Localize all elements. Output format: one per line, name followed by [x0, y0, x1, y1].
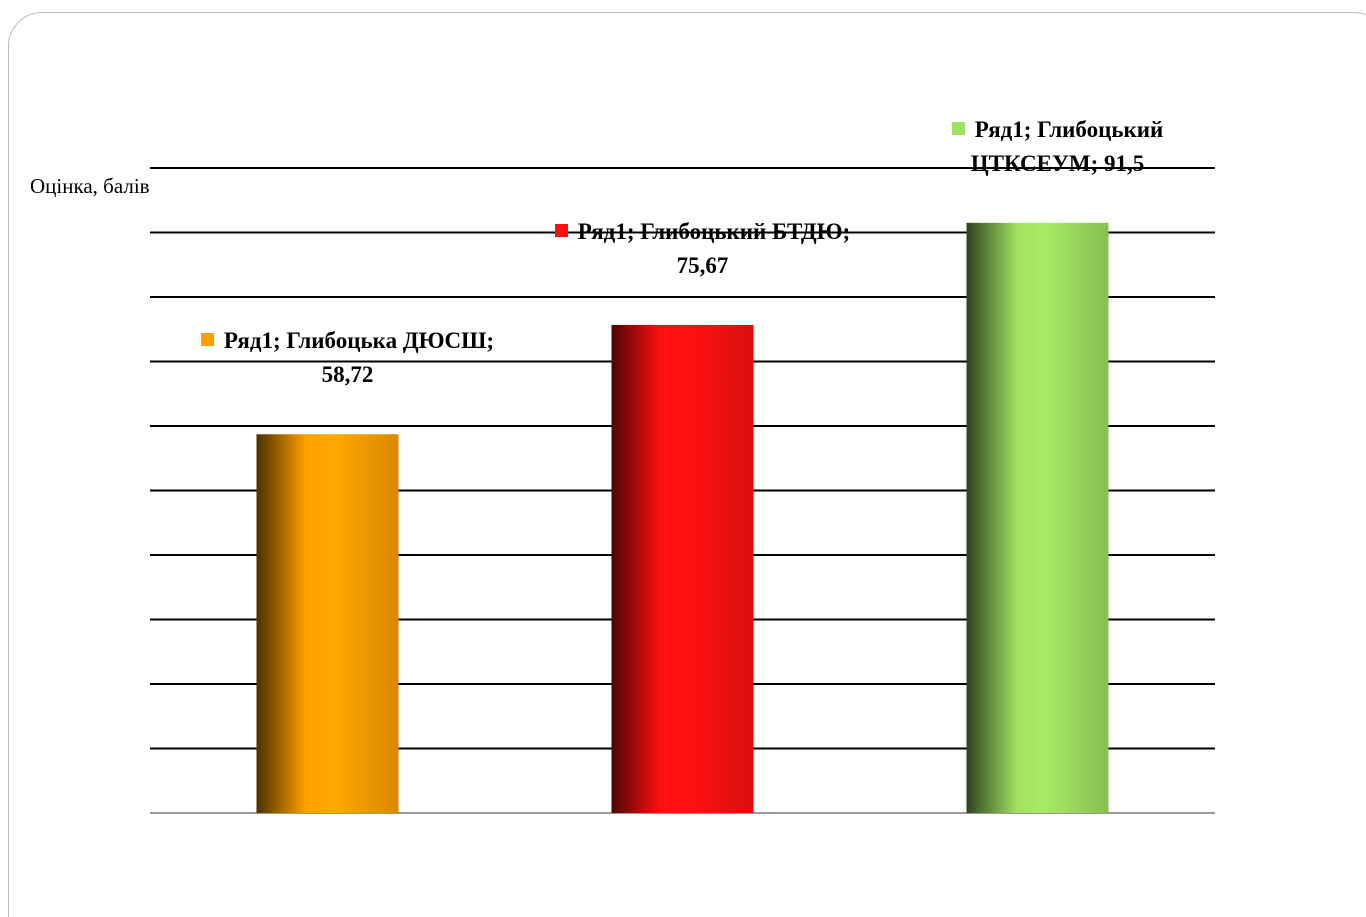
bar	[256, 434, 399, 813]
legend-key	[200, 333, 214, 347]
slide-frame	[8, 12, 1366, 917]
bar	[966, 222, 1109, 813]
legend-key	[554, 223, 568, 237]
data-label: Ряд1; Глибоцька ДЮСШ; 58,72	[198, 324, 498, 392]
data-label-text: Ряд1; Глибоцький БТДЮ; 75,67	[577, 218, 851, 278]
data-label-text: Ряд1; Глибоцька ДЮСШ; 58,72	[223, 328, 495, 388]
legend-key	[951, 121, 965, 135]
data-label: Ряд1; Глибоцький БТДЮ; 75,67	[553, 215, 853, 283]
data-label-text: Ряд1; Глибоцький ЦТКСЕУМ; 91,5	[970, 116, 1164, 176]
y-axis-label: Оцінка, балів	[30, 174, 150, 198]
bar	[611, 324, 754, 813]
data-label: Ряд1; Глибоцький ЦТКСЕУМ; 91,5	[908, 113, 1208, 181]
